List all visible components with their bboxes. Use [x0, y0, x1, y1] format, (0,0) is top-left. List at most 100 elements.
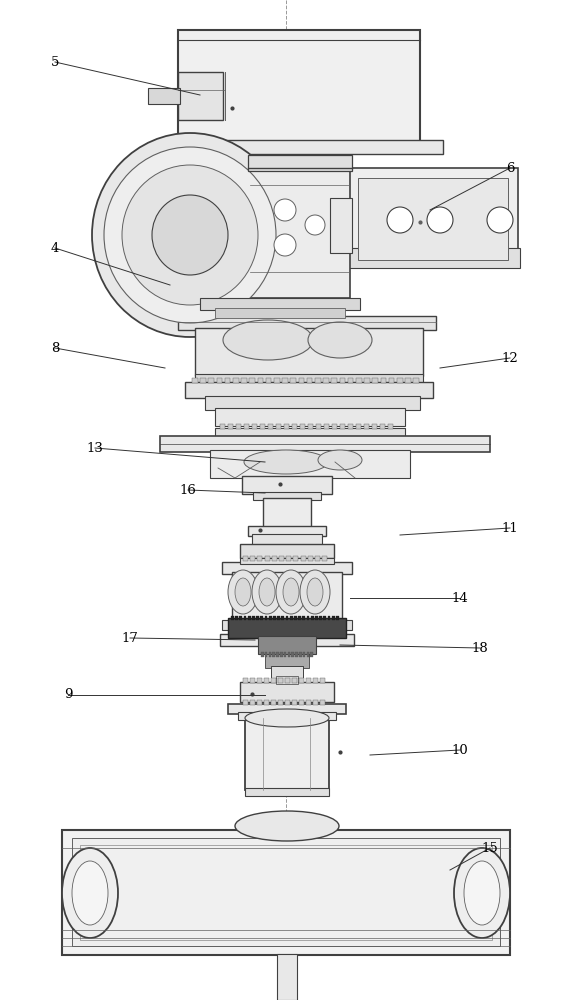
Ellipse shape: [244, 450, 328, 474]
Bar: [253, 492, 321, 500]
Bar: [280, 652, 283, 657]
Ellipse shape: [276, 570, 306, 614]
Bar: [315, 616, 318, 620]
Bar: [281, 616, 284, 620]
Bar: [313, 678, 317, 683]
Bar: [240, 544, 334, 558]
Bar: [348, 168, 518, 268]
Bar: [340, 378, 345, 383]
Bar: [288, 652, 290, 657]
Bar: [271, 700, 276, 705]
Ellipse shape: [318, 450, 362, 470]
Bar: [328, 616, 331, 620]
Text: 14: 14: [452, 591, 468, 604]
Bar: [220, 634, 354, 646]
Ellipse shape: [245, 709, 329, 727]
Bar: [280, 702, 294, 714]
Bar: [276, 424, 281, 429]
Bar: [316, 424, 321, 429]
Text: 4: 4: [51, 241, 59, 254]
Bar: [178, 30, 420, 145]
Bar: [278, 678, 283, 683]
Bar: [284, 424, 289, 429]
Bar: [222, 620, 352, 630]
Ellipse shape: [454, 848, 510, 938]
Bar: [330, 198, 352, 253]
Bar: [307, 616, 309, 620]
Bar: [284, 652, 287, 657]
Bar: [240, 682, 334, 702]
Bar: [313, 700, 317, 705]
Bar: [242, 476, 332, 494]
Bar: [272, 556, 277, 561]
Bar: [275, 644, 299, 704]
Text: 15: 15: [482, 842, 498, 854]
Bar: [322, 556, 327, 561]
Bar: [276, 652, 279, 657]
Bar: [222, 562, 352, 574]
Bar: [348, 378, 353, 383]
Bar: [225, 378, 231, 383]
Bar: [397, 378, 403, 383]
Text: 17: 17: [122, 632, 138, 645]
Bar: [250, 556, 255, 561]
Bar: [358, 178, 508, 260]
Bar: [278, 700, 283, 705]
Bar: [62, 830, 510, 955]
Bar: [265, 556, 269, 561]
Bar: [241, 378, 247, 383]
Bar: [240, 616, 242, 620]
Text: 16: 16: [180, 484, 196, 496]
Bar: [232, 572, 342, 622]
Bar: [217, 378, 222, 383]
Bar: [231, 616, 234, 620]
Bar: [285, 678, 289, 683]
Bar: [200, 378, 206, 383]
Bar: [148, 88, 180, 104]
Bar: [257, 700, 261, 705]
Ellipse shape: [122, 165, 258, 305]
Ellipse shape: [252, 570, 282, 614]
Bar: [215, 428, 405, 438]
Bar: [72, 838, 500, 946]
Bar: [299, 678, 304, 683]
Bar: [277, 954, 297, 1000]
Bar: [372, 378, 378, 383]
Bar: [233, 378, 239, 383]
Bar: [356, 424, 361, 429]
Bar: [215, 308, 345, 318]
Bar: [308, 424, 313, 429]
Bar: [324, 424, 329, 429]
Bar: [372, 424, 377, 429]
Bar: [315, 378, 320, 383]
Bar: [356, 378, 362, 383]
Bar: [307, 652, 309, 657]
Ellipse shape: [152, 195, 228, 275]
Bar: [291, 652, 294, 657]
Bar: [389, 378, 394, 383]
Bar: [80, 845, 492, 940]
Bar: [285, 616, 288, 620]
Bar: [235, 616, 238, 620]
Bar: [200, 298, 360, 310]
Bar: [266, 378, 271, 383]
Bar: [257, 378, 263, 383]
Bar: [299, 700, 304, 705]
Ellipse shape: [307, 578, 323, 606]
Bar: [273, 616, 276, 620]
Bar: [178, 316, 436, 330]
Bar: [244, 616, 247, 620]
Ellipse shape: [235, 578, 251, 606]
Bar: [331, 378, 337, 383]
Bar: [265, 654, 309, 668]
Bar: [271, 678, 276, 683]
Bar: [232, 628, 342, 636]
Bar: [291, 378, 296, 383]
Bar: [228, 424, 233, 429]
Bar: [307, 378, 312, 383]
Bar: [195, 374, 423, 384]
Bar: [380, 378, 386, 383]
Text: 9: 9: [63, 688, 72, 702]
Text: 5: 5: [51, 55, 59, 68]
Bar: [245, 788, 329, 796]
